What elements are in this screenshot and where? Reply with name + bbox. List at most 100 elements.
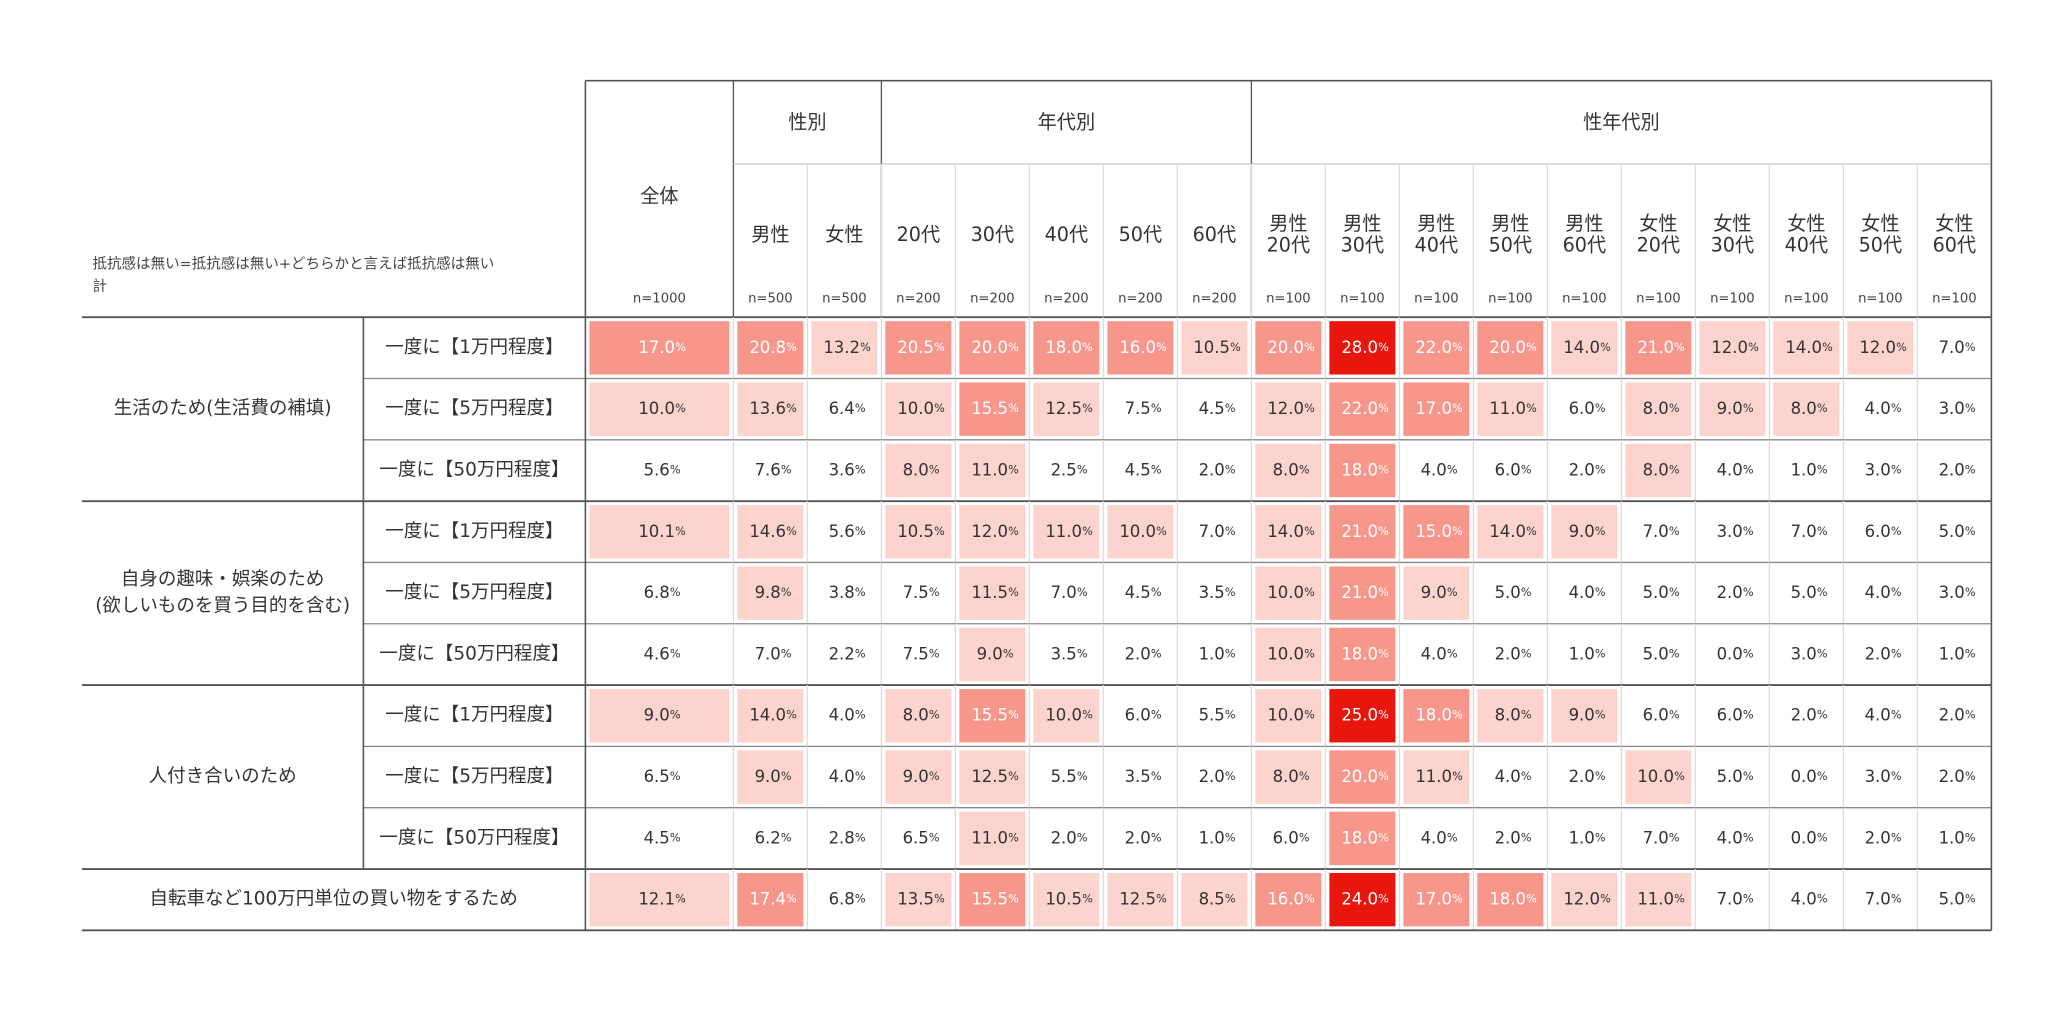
heat-cell [1329, 872, 1396, 927]
value: 17.4 [749, 889, 786, 908]
heat-cell [1033, 321, 1100, 375]
cell-value: 4.5% [1125, 583, 1162, 602]
unit: % [1447, 831, 1458, 844]
unit: % [1743, 525, 1754, 538]
unit: % [1225, 402, 1236, 415]
column-label: 男性 [1565, 212, 1603, 235]
cell-value: 1.0% [1569, 828, 1606, 847]
heat-cell [1329, 689, 1396, 743]
unit: % [1378, 525, 1389, 538]
heat-cell [1255, 321, 1322, 375]
cell-value: 2.0% [1051, 828, 1088, 847]
cell-value: 8.0% [1273, 767, 1310, 786]
value: 9.0 [977, 644, 1003, 663]
unit: % [855, 463, 866, 476]
unit: % [786, 402, 797, 415]
unit: % [1891, 586, 1902, 599]
unit: % [1669, 831, 1680, 844]
cell-value: 7.5% [1125, 399, 1162, 418]
value: 2.0 [1939, 767, 1965, 786]
unit: % [1521, 831, 1532, 844]
cell-value: 9.0% [644, 705, 681, 724]
heat-cell [1403, 872, 1470, 927]
heat-cell [1329, 321, 1396, 375]
unit: % [1674, 893, 1685, 906]
unit: % [1521, 586, 1532, 599]
cell-value: 3.5% [1051, 644, 1088, 663]
value: 5.5 [1199, 705, 1225, 724]
value: 7.6 [755, 460, 781, 479]
value: 0.0 [1791, 767, 1817, 786]
unit: % [1452, 525, 1463, 538]
value: 3.0 [1791, 644, 1817, 663]
heat-cell [1625, 872, 1692, 927]
value: 10.5 [1193, 337, 1230, 356]
unit: % [1891, 402, 1902, 415]
unit: % [1151, 647, 1162, 660]
cell-value: 12.0% [1859, 337, 1907, 356]
value: 3.0 [1717, 521, 1743, 540]
value: 5.0 [1791, 583, 1817, 602]
heat-cell [1403, 750, 1470, 804]
unit: % [1225, 770, 1236, 783]
unit: % [1378, 463, 1389, 476]
value: 4.0 [1421, 828, 1447, 847]
value: 21.0 [1341, 583, 1378, 602]
heat-cell [1329, 566, 1396, 620]
heat-cell [959, 566, 1026, 620]
unit: % [1891, 831, 1902, 844]
value: 9.0 [755, 767, 781, 786]
cell-value: 21.0% [1341, 583, 1389, 602]
value: 8.0 [1643, 460, 1669, 479]
unit: % [1378, 709, 1389, 722]
cell-value: 17.4% [749, 889, 797, 908]
value: 16.0 [1119, 337, 1156, 356]
value: 5.6 [644, 460, 670, 479]
cell-value: 5.5% [1051, 767, 1088, 786]
unit: % [1082, 709, 1093, 722]
value: 17.0 [1415, 399, 1452, 418]
unit: % [1817, 893, 1828, 906]
unit: % [675, 402, 686, 415]
cell-value: 4.0% [1865, 399, 1902, 418]
unit: % [1378, 586, 1389, 599]
value: 18.0 [1341, 828, 1378, 847]
cell-value: 10.5% [897, 521, 945, 540]
heat-cell [1033, 872, 1100, 927]
unit: % [1521, 770, 1532, 783]
value: 15.5 [971, 705, 1008, 724]
cell-value: 8.0% [1273, 460, 1310, 479]
cell-value: 20.0% [1341, 767, 1389, 786]
column-label: 30代 [971, 223, 1015, 246]
value: 8.0 [1643, 399, 1669, 418]
cell-value: 2.0% [1791, 705, 1828, 724]
unit: % [1003, 647, 1014, 660]
cell-value: 4.0% [1865, 705, 1902, 724]
cell-value: 18.0% [1341, 828, 1389, 847]
cell-value: 4.0% [829, 767, 866, 786]
cell-value: 5.0% [1643, 644, 1680, 663]
cell-value: 17.0% [638, 337, 686, 356]
value: 17.0 [1415, 889, 1452, 908]
unit: % [1151, 709, 1162, 722]
value: 6.5 [644, 767, 670, 786]
cell-value: 2.0% [1939, 705, 1976, 724]
unit: % [786, 341, 797, 354]
row-label: 一度に【5万円程度】 [385, 582, 563, 603]
cell-value: 7.0% [1643, 521, 1680, 540]
cell-value: 1.0% [1939, 644, 1976, 663]
unit: % [1743, 770, 1754, 783]
value: 4.0 [1717, 828, 1743, 847]
cell-value: 3.0% [1791, 644, 1828, 663]
cell-value: 7.0% [1865, 889, 1902, 908]
value: 1.0 [1939, 644, 1965, 663]
heat-cell [737, 750, 804, 804]
value: 3.5 [1125, 767, 1151, 786]
value: 2.0 [1717, 583, 1743, 602]
value: 9.8 [755, 583, 781, 602]
cell-value: 2.0% [1199, 460, 1236, 479]
cell-value: 3.0% [1865, 767, 1902, 786]
heat-cell [1255, 505, 1322, 559]
unit: % [1526, 402, 1537, 415]
